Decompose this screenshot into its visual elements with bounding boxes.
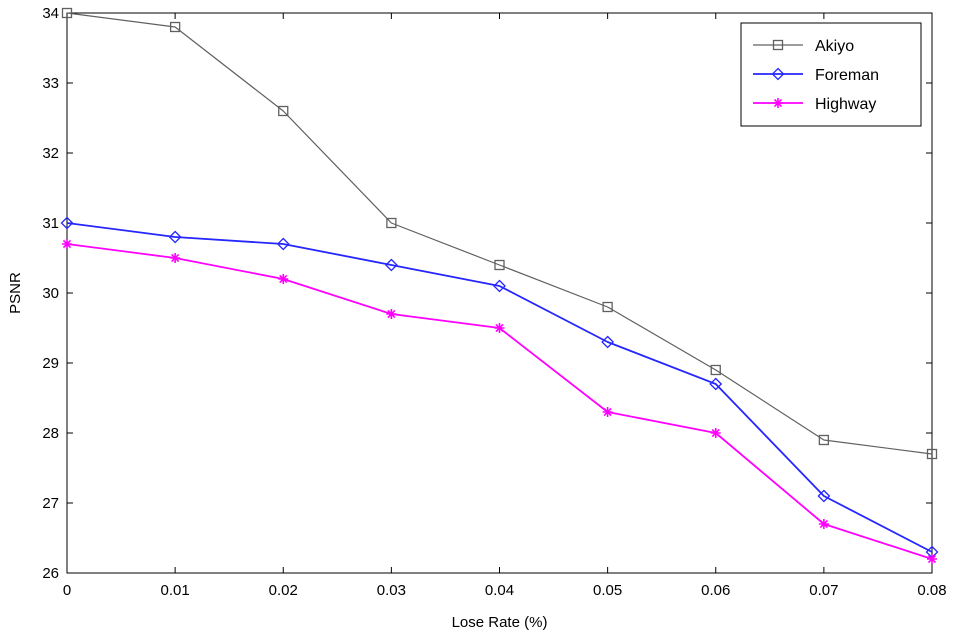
x-axis-ticks: 0 0.01 0.02 0.03 0.04 0.05 0.06 0.07 0.08 (63, 13, 947, 599)
series-foreman-point (709, 377, 723, 391)
legend-entry-highway: Highway (753, 96, 876, 113)
series-akiyo-point (710, 364, 721, 376)
series-foreman-point (168, 230, 182, 244)
x-tick-label: 0.01 (161, 582, 190, 599)
series-foreman-point (60, 216, 74, 230)
y-tick-label: 34 (42, 5, 59, 22)
legend-entry-akiyo: Akiyo (753, 38, 854, 55)
y-tick-label: 26 (42, 565, 59, 582)
series-foreman-line (66, 222, 933, 553)
series-highway-point (278, 274, 289, 284)
series-foreman-point (493, 279, 506, 293)
series-akiyo-point (169, 21, 181, 33)
x-tick-label: 0.08 (917, 582, 946, 599)
series-akiyo-point (602, 301, 613, 313)
series-highway-point (602, 407, 613, 417)
series-akiyo-point (818, 434, 830, 446)
x-axis-label: Lose Rate (%) (452, 614, 548, 631)
legend-label-foreman: Foreman (815, 67, 879, 84)
legend-marker-highway (773, 98, 783, 108)
y-tick-label: 30 (42, 285, 59, 302)
series-foreman-point (601, 335, 615, 349)
series-highway-point (927, 554, 937, 564)
series-foreman-point (817, 489, 831, 503)
y-tick-label: 32 (42, 145, 59, 162)
series-akiyo (61, 7, 938, 460)
series-akiyo-point (61, 7, 73, 19)
series-foreman (60, 216, 939, 559)
series-foreman-point (276, 237, 290, 251)
y-tick-label: 27 (42, 495, 59, 512)
y-tick-label: 31 (42, 215, 59, 232)
x-tick-label: 0.03 (377, 582, 406, 599)
x-tick-label: 0.05 (593, 582, 622, 599)
y-tick-label: 28 (42, 425, 59, 442)
series-highway-point (710, 428, 721, 438)
x-tick-label: 0.02 (269, 582, 298, 599)
series-highway-point (62, 239, 72, 249)
legend-entry-foreman: Foreman (753, 67, 879, 84)
legend-marker-foreman (771, 67, 785, 81)
series-highway-point (818, 519, 829, 529)
series-highway-point (170, 253, 181, 263)
y-tick-label: 33 (42, 75, 59, 92)
series-foreman-point (384, 258, 398, 272)
legend-label-highway: Highway (815, 96, 876, 113)
x-tick-label: 0.07 (809, 582, 838, 599)
series-akiyo-point (278, 105, 289, 117)
x-tick-label: 0.06 (701, 582, 730, 599)
series-highway (62, 239, 937, 564)
x-tick-label: 0.04 (485, 582, 514, 599)
series-akiyo-line (66, 12, 933, 455)
x-tick-label: 0 (63, 582, 71, 599)
series-highway-point (386, 309, 397, 319)
legend-marker-akiyo (772, 39, 784, 51)
series-akiyo-point (926, 448, 938, 460)
legend-label-akiyo: Akiyo (815, 38, 854, 55)
legend: Akiyo Foreman Highway (740, 22, 922, 127)
series-highway-point (494, 323, 505, 333)
series-akiyo-point (494, 259, 505, 271)
y-axis-label: PSNR (7, 272, 24, 314)
series-layer (60, 7, 939, 564)
series-akiyo-point (386, 217, 397, 229)
y-axis-ticks: 26 27 28 29 30 31 32 33 34 (42, 5, 932, 582)
y-tick-label: 29 (42, 355, 59, 372)
